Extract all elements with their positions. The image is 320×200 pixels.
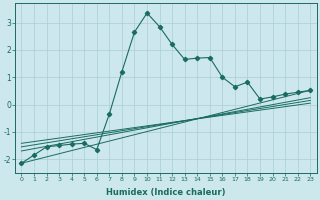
X-axis label: Humidex (Indice chaleur): Humidex (Indice chaleur) <box>106 188 226 197</box>
